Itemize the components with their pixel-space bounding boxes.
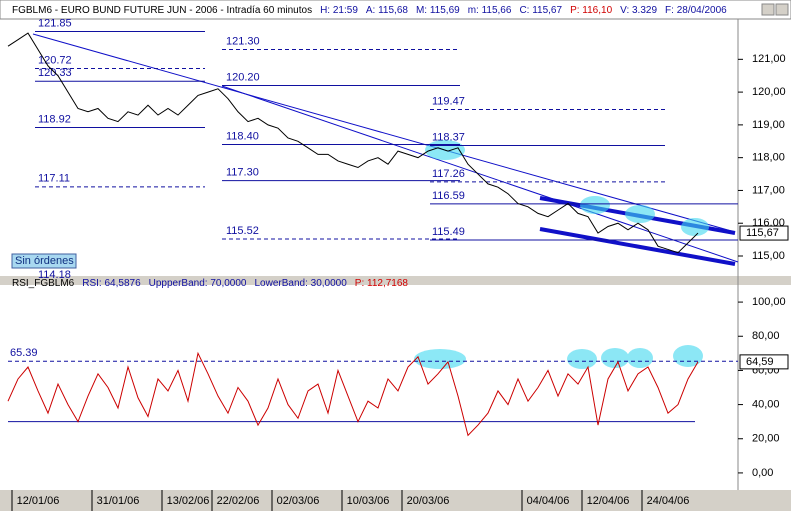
y-tick-label: 117,00 <box>752 184 785 196</box>
header-bar <box>0 0 791 20</box>
y-tick-label: 20,00 <box>752 433 780 445</box>
x-tick-label: 12/04/06 <box>587 495 630 507</box>
level-label: 115.52 <box>226 225 259 237</box>
x-tick-label: 24/04/06 <box>647 495 690 507</box>
x-tick-label: 04/04/06 <box>527 495 570 507</box>
header-text: M: 115,69 <box>416 5 460 16</box>
last-value: 64,59 <box>746 356 774 368</box>
panel-title: RSI_FGBLM6 RSI: 64,5876 UppperBand: 70,000… <box>12 278 408 289</box>
level-label: 116.59 <box>432 190 465 202</box>
y-tick-label: 100,00 <box>752 296 786 308</box>
header-text: P: 112,7168 <box>355 278 409 289</box>
header-text: m: 115,66 <box>468 5 512 16</box>
level-label: 117.26 <box>432 168 465 180</box>
header-text: FGBLM6 - EURO BUND FUTURE JUN - 2006 - I… <box>12 5 312 16</box>
last-value-box <box>739 354 789 370</box>
level-label: 119.47 <box>432 95 465 107</box>
separator <box>0 276 791 285</box>
level-label: 115.49 <box>432 226 465 238</box>
level-label: 118.37 <box>432 131 465 143</box>
y-tick-label: 40,00 <box>752 398 780 410</box>
price-line <box>7 32 699 254</box>
date-bar <box>0 490 791 511</box>
x-tick-label: 20/03/06 <box>407 495 450 507</box>
y-tick-label: 115,00 <box>752 250 785 262</box>
x-tick-label: 22/02/06 <box>217 495 260 507</box>
header-text: A: 115,68 <box>366 5 409 16</box>
highlights <box>414 140 709 369</box>
y-tick-label: 120,00 <box>752 86 786 98</box>
level-label: 117.30 <box>226 167 259 179</box>
y-tick-label: 121,00 <box>752 53 786 65</box>
level-label: 117.11 <box>38 173 70 185</box>
x-tick-label: 31/01/06 <box>97 495 140 507</box>
level-label: 121.30 <box>226 35 260 47</box>
level-label: 118.40 <box>226 130 259 142</box>
level-label: 120.72 <box>38 54 72 66</box>
header-text: RSI_FGBLM6 <box>12 278 75 289</box>
last-value-box <box>739 225 789 241</box>
x-tick-label: 12/01/06 <box>17 495 60 507</box>
y-tick-label: 119,00 <box>752 119 785 131</box>
level-label: 120.20 <box>226 71 260 83</box>
y-tick-label: 118,00 <box>752 152 785 164</box>
header-text: UppperBand: 70,0000 <box>149 278 247 289</box>
panel-title: FGBLM6 - EURO BUND FUTURE JUN - 2006 - I… <box>12 5 727 16</box>
header-text: C: 115,67 <box>519 5 562 16</box>
header-text: F: 28/04/2006 <box>665 5 727 16</box>
x-tick-label: 13/02/06 <box>167 495 210 507</box>
y-tick-label: 0,00 <box>752 467 773 479</box>
header-text: V: 3.329 <box>620 5 657 16</box>
header-text: LowerBand: 30,0000 <box>254 278 347 289</box>
y-tick-label: 80,00 <box>752 330 780 342</box>
level-label: 114.18 <box>38 269 71 281</box>
x-tick-label: 02/03/06 <box>277 495 320 507</box>
min-button[interactable] <box>761 3 775 16</box>
order-box <box>11 253 77 269</box>
x-tick-label: 10/03/06 <box>347 495 390 507</box>
header-text: RSI: 64,5876 <box>82 278 141 289</box>
level-label: 118.92 <box>38 113 71 125</box>
header-text: P: 116,10 <box>570 5 613 16</box>
level-label: 65.39 <box>10 347 38 359</box>
level-label: 121.85 <box>38 17 72 29</box>
close-button[interactable] <box>775 3 789 16</box>
last-value: 115,67 <box>746 227 779 239</box>
header-text: H: 21:59 <box>320 5 358 16</box>
price-line <box>7 351 699 437</box>
order-label: Sin órdenes <box>15 255 74 267</box>
